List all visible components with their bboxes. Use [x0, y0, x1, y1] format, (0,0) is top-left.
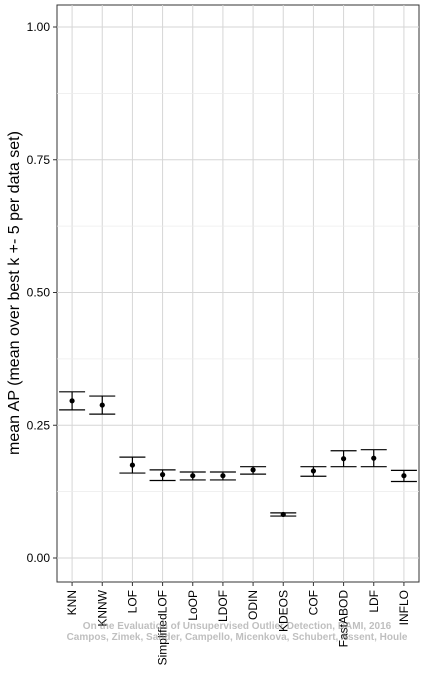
error-bar-KDEOS: [270, 511, 297, 518]
major-gridlines: [57, 5, 419, 582]
x-tick-label-3: SimplifiedLOF: [156, 590, 170, 665]
error-bars: [59, 391, 417, 518]
y-tick-label-3: 0.75: [27, 153, 51, 167]
watermark-line1: On the Evaluation of Unsupervised Outlie…: [83, 621, 392, 632]
mean-point-5: [220, 473, 226, 479]
y-tick-label-4: 1.00: [27, 20, 51, 34]
x-tick-label-2: LOF: [125, 590, 139, 613]
mean-point-3: [159, 472, 166, 478]
x-tick-label-4: LoOP: [186, 590, 200, 621]
y-tick-label-2: 0.50: [27, 286, 51, 300]
error-bar-LoOP: [179, 471, 206, 481]
mean-point-8: [310, 468, 317, 474]
x-tick-label-8: COF: [306, 590, 320, 615]
mean-point-11: [401, 473, 407, 479]
plot-panel: [56, 4, 420, 583]
watermark: On the Evaluation of Unsupervised Outlie…: [67, 621, 408, 643]
error-bar-FastABOD: [330, 450, 357, 468]
x-tick-label-7: KDEOS: [276, 590, 290, 632]
error-bar-INFLO: [390, 469, 417, 483]
error-bar-COF: [300, 466, 327, 477]
mean-point-9: [340, 456, 347, 462]
watermark-line2: Campos, Zimek, Sander, Campello, Micenko…: [67, 632, 408, 643]
error-bar-SimplifiedLOF: [149, 469, 176, 482]
error-bar-ODIN: [240, 466, 267, 475]
x-tick-label-6: ODIN: [246, 590, 260, 620]
error-bar-KNNW: [89, 395, 116, 415]
mean-point-1: [99, 402, 105, 408]
mean-point-6: [250, 467, 256, 473]
y-axis-title: mean AP (mean over best k +- 5 per data …: [6, 131, 23, 455]
error-bar-LDOF: [209, 471, 236, 481]
x-tick-label-1: KNNW: [95, 589, 109, 626]
error-bar-KNN: [59, 391, 86, 411]
x-tick-label-11: INFLO: [397, 590, 411, 625]
x-tick-label-0: KNN: [65, 590, 79, 615]
error-bar-LDF: [360, 449, 387, 468]
mean-point-4: [190, 473, 196, 479]
error-bar-LOF: [119, 456, 146, 474]
y-tick-label-1: 0.25: [27, 418, 51, 432]
x-axis: KNN KNNW LOF SimplifiedLOF LoOP LDOF ODIN KDEOS…: [65, 582, 411, 665]
minor-gridlines: [57, 92, 419, 493]
mean-point-0: [69, 398, 75, 404]
mean-point-10: [371, 455, 377, 461]
x-tick-label-5: LDOF: [216, 590, 230, 622]
y-axis: 0.00 0.25 0.50 0.75 1.00: [27, 20, 57, 565]
mean-point-2: [129, 462, 136, 468]
x-tick-label-9: FastABOD: [337, 590, 351, 648]
x-tick-label-10: LDF: [367, 590, 381, 613]
y-tick-label-0: 0.00: [27, 551, 51, 565]
mean-point-7: [280, 511, 286, 518]
